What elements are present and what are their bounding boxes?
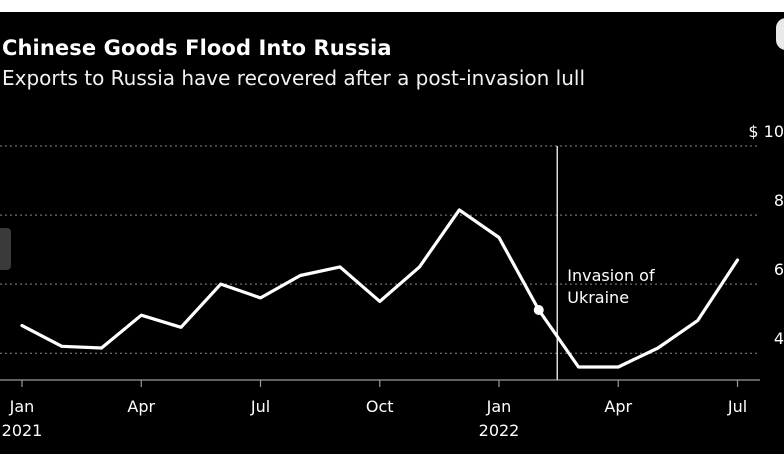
x-tick-label-12: Jan	[486, 397, 512, 416]
label-layer: $ 10 8 6 4 Jan 2021 Apr Jul Oct Jan 2022 Apr Jul	[2, 122, 784, 440]
y-tick-label-6: 6	[774, 260, 784, 279]
x-tick-label-18: Jul	[727, 397, 747, 416]
x-tick-label-6: Jul	[250, 397, 270, 416]
series-layer	[20, 208, 740, 369]
top-bar	[0, 0, 784, 12]
axis-layer	[0, 379, 760, 387]
annotation-layer: Invasion of Ukraine	[533, 146, 655, 380]
x-tick-label-0: Jan	[9, 397, 35, 416]
y-tick-label-8: 8	[774, 191, 784, 210]
grid-layer	[0, 145, 760, 354]
chart-title: Chinese Goods Flood Into Russia	[2, 36, 392, 60]
corner-button[interactable]	[776, 18, 784, 50]
annotation-label-line1: Invasion of	[567, 266, 655, 285]
x-tick-label-15: Apr	[604, 397, 632, 416]
side-tab[interactable]	[0, 228, 11, 270]
y-tick-label-4: 4	[774, 329, 784, 348]
x-tick-sublabel-12: 2022	[479, 421, 520, 440]
chart-subtitle: Exports to Russia have recovered after a…	[2, 66, 586, 90]
annotation-label-line2: Ukraine	[567, 288, 629, 307]
series-line-0	[20, 208, 740, 369]
x-tick-sublabel-0: 2021	[2, 421, 43, 440]
x-tick-label-3: Apr	[127, 397, 155, 416]
y-tick-label-10: $ 10	[748, 122, 784, 141]
x-tick-label-9: Oct	[366, 397, 394, 416]
